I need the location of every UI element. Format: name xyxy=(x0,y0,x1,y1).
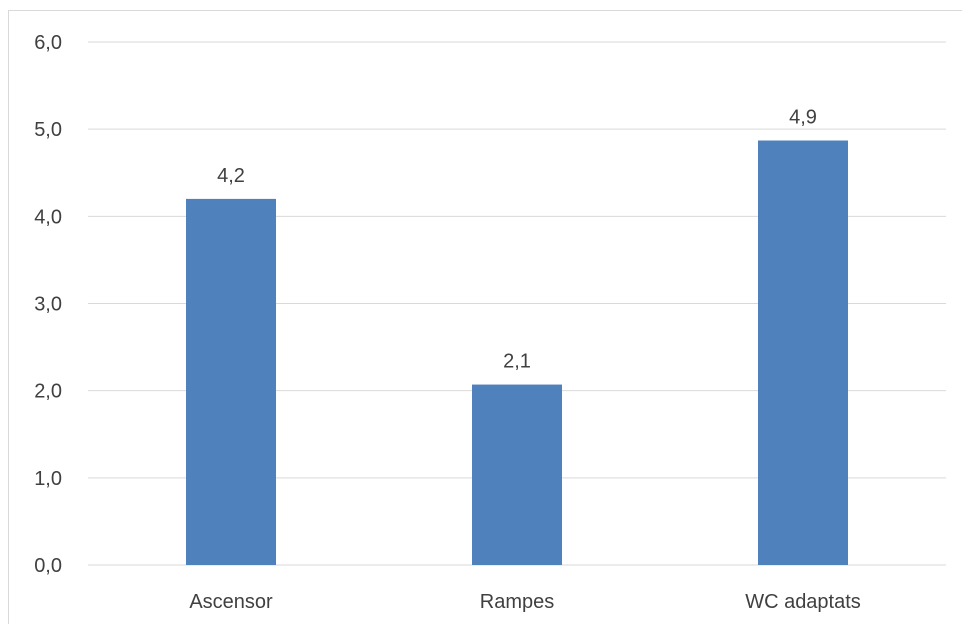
y-tick-label: 2,0 xyxy=(34,381,62,403)
y-tick-label: 6,0 xyxy=(34,32,62,54)
bar xyxy=(472,384,562,565)
x-axis-categories: Ascensor Rampes WC adaptats xyxy=(189,591,860,613)
x-category-label: WC adaptats xyxy=(745,591,861,613)
y-tick-label: 4,0 xyxy=(34,206,62,228)
bar-data-label: 2,1 xyxy=(503,351,531,373)
bar-data-label: 4,2 xyxy=(217,165,245,187)
y-tick-label: 3,0 xyxy=(34,294,62,316)
bars xyxy=(186,140,848,565)
y-tick-label: 1,0 xyxy=(34,468,62,490)
bar-data-label: 4,9 xyxy=(789,106,817,128)
y-axis-ticks: 0,0 1,0 2,0 3,0 4,0 5,0 6,0 xyxy=(34,32,62,577)
bar xyxy=(758,140,848,565)
data-labels: 4,2 2,1 4,9 xyxy=(217,106,817,372)
y-tick-label: 0,0 xyxy=(34,555,62,577)
x-category-label: Rampes xyxy=(480,591,554,613)
bar xyxy=(186,198,276,565)
x-category-label: Ascensor xyxy=(189,591,273,613)
y-tick-label: 5,0 xyxy=(34,119,62,141)
